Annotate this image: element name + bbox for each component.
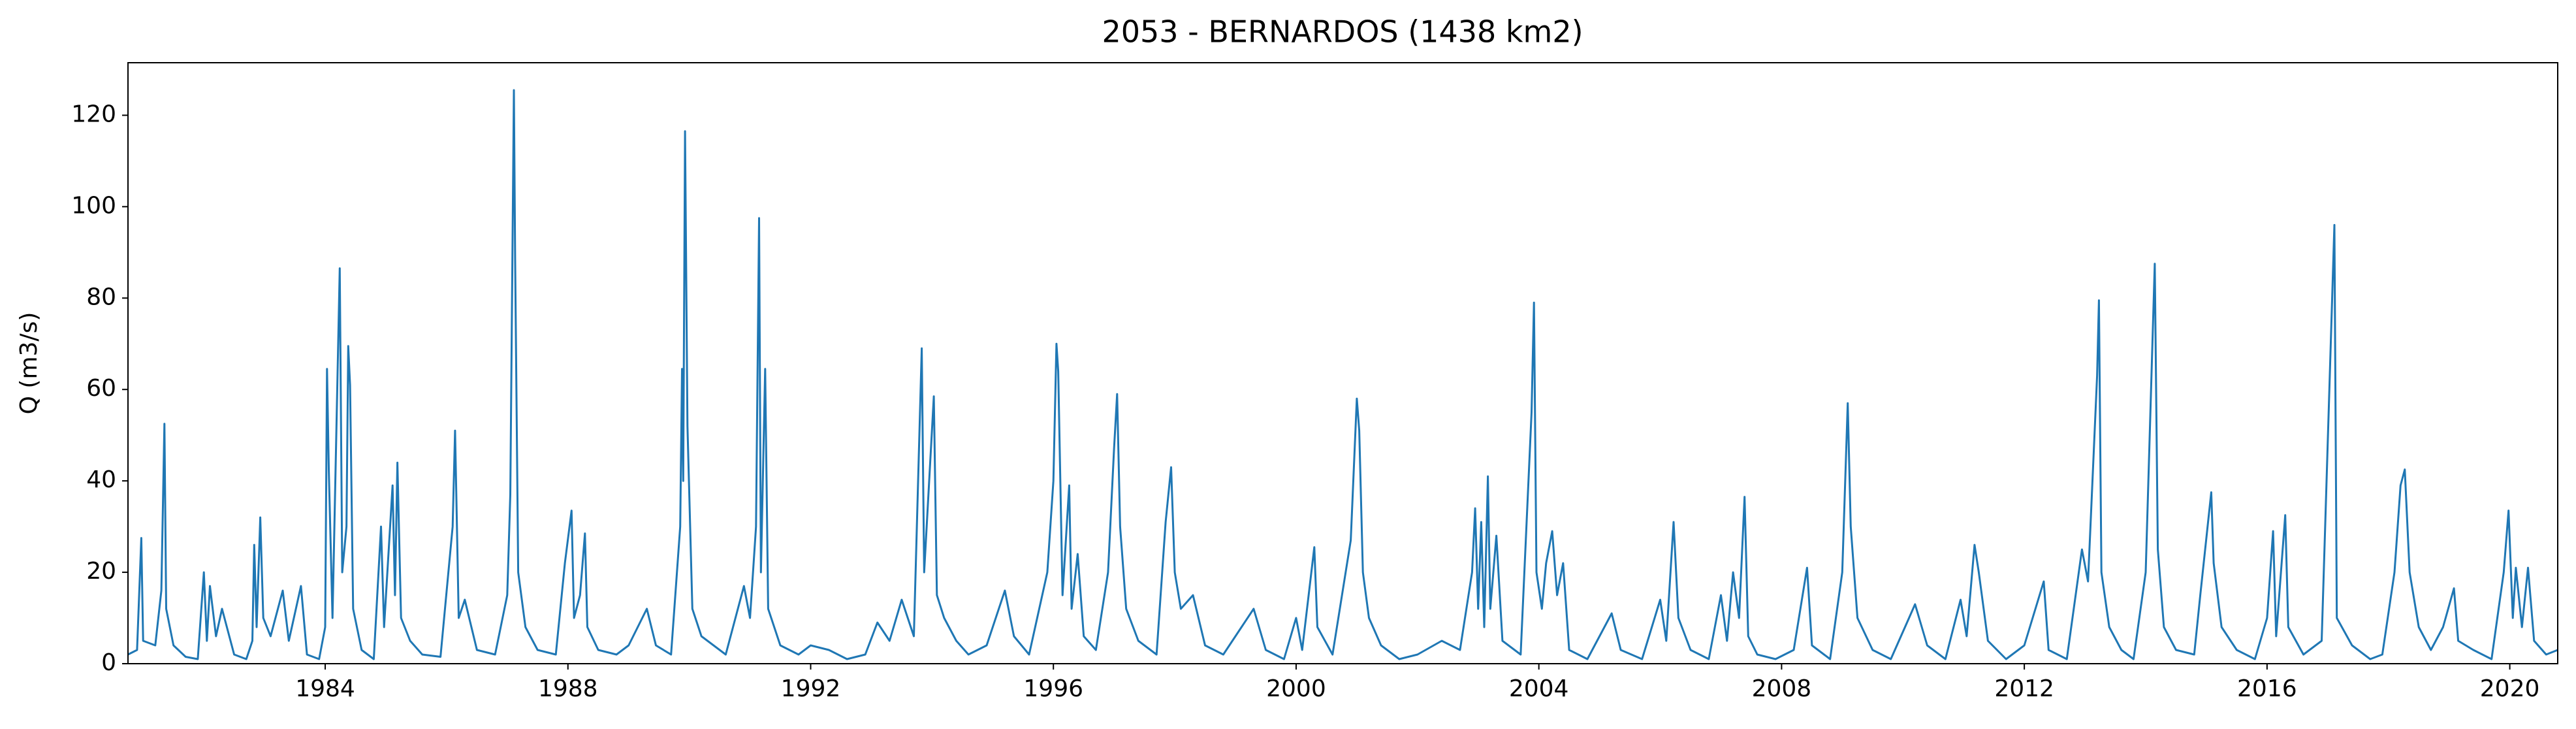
y-tick-label: 60 [86,375,116,402]
y-tick-label: 0 [101,649,116,676]
x-tick-label: 2020 [2480,675,2540,702]
x-tick-label: 1992 [781,675,841,702]
x-tick-label: 1984 [295,675,355,702]
x-tick-label: 2004 [1509,675,1569,702]
data-line [127,89,2558,660]
y-tick-label: 20 [86,558,116,585]
x-tick-label: 1996 [1023,675,1083,702]
x-tick-label: 2000 [1266,675,1326,702]
y-tick-label: 40 [86,466,116,493]
x-tick-label: 2008 [1752,675,1812,702]
x-tick-label: 2016 [2237,675,2297,702]
y-axis-label: Q (m3/s) [16,312,42,415]
plot-frame [127,62,2558,664]
y-tick-label: 80 [86,284,116,310]
y-tick-label: 120 [71,101,116,127]
chart-title: 2053 - BERNARDOS (1438 km2) [1102,14,1583,50]
x-tick-label: 2012 [1994,675,2054,702]
x-tick-label: 1988 [538,675,598,702]
y-tick-label: 100 [71,192,116,219]
